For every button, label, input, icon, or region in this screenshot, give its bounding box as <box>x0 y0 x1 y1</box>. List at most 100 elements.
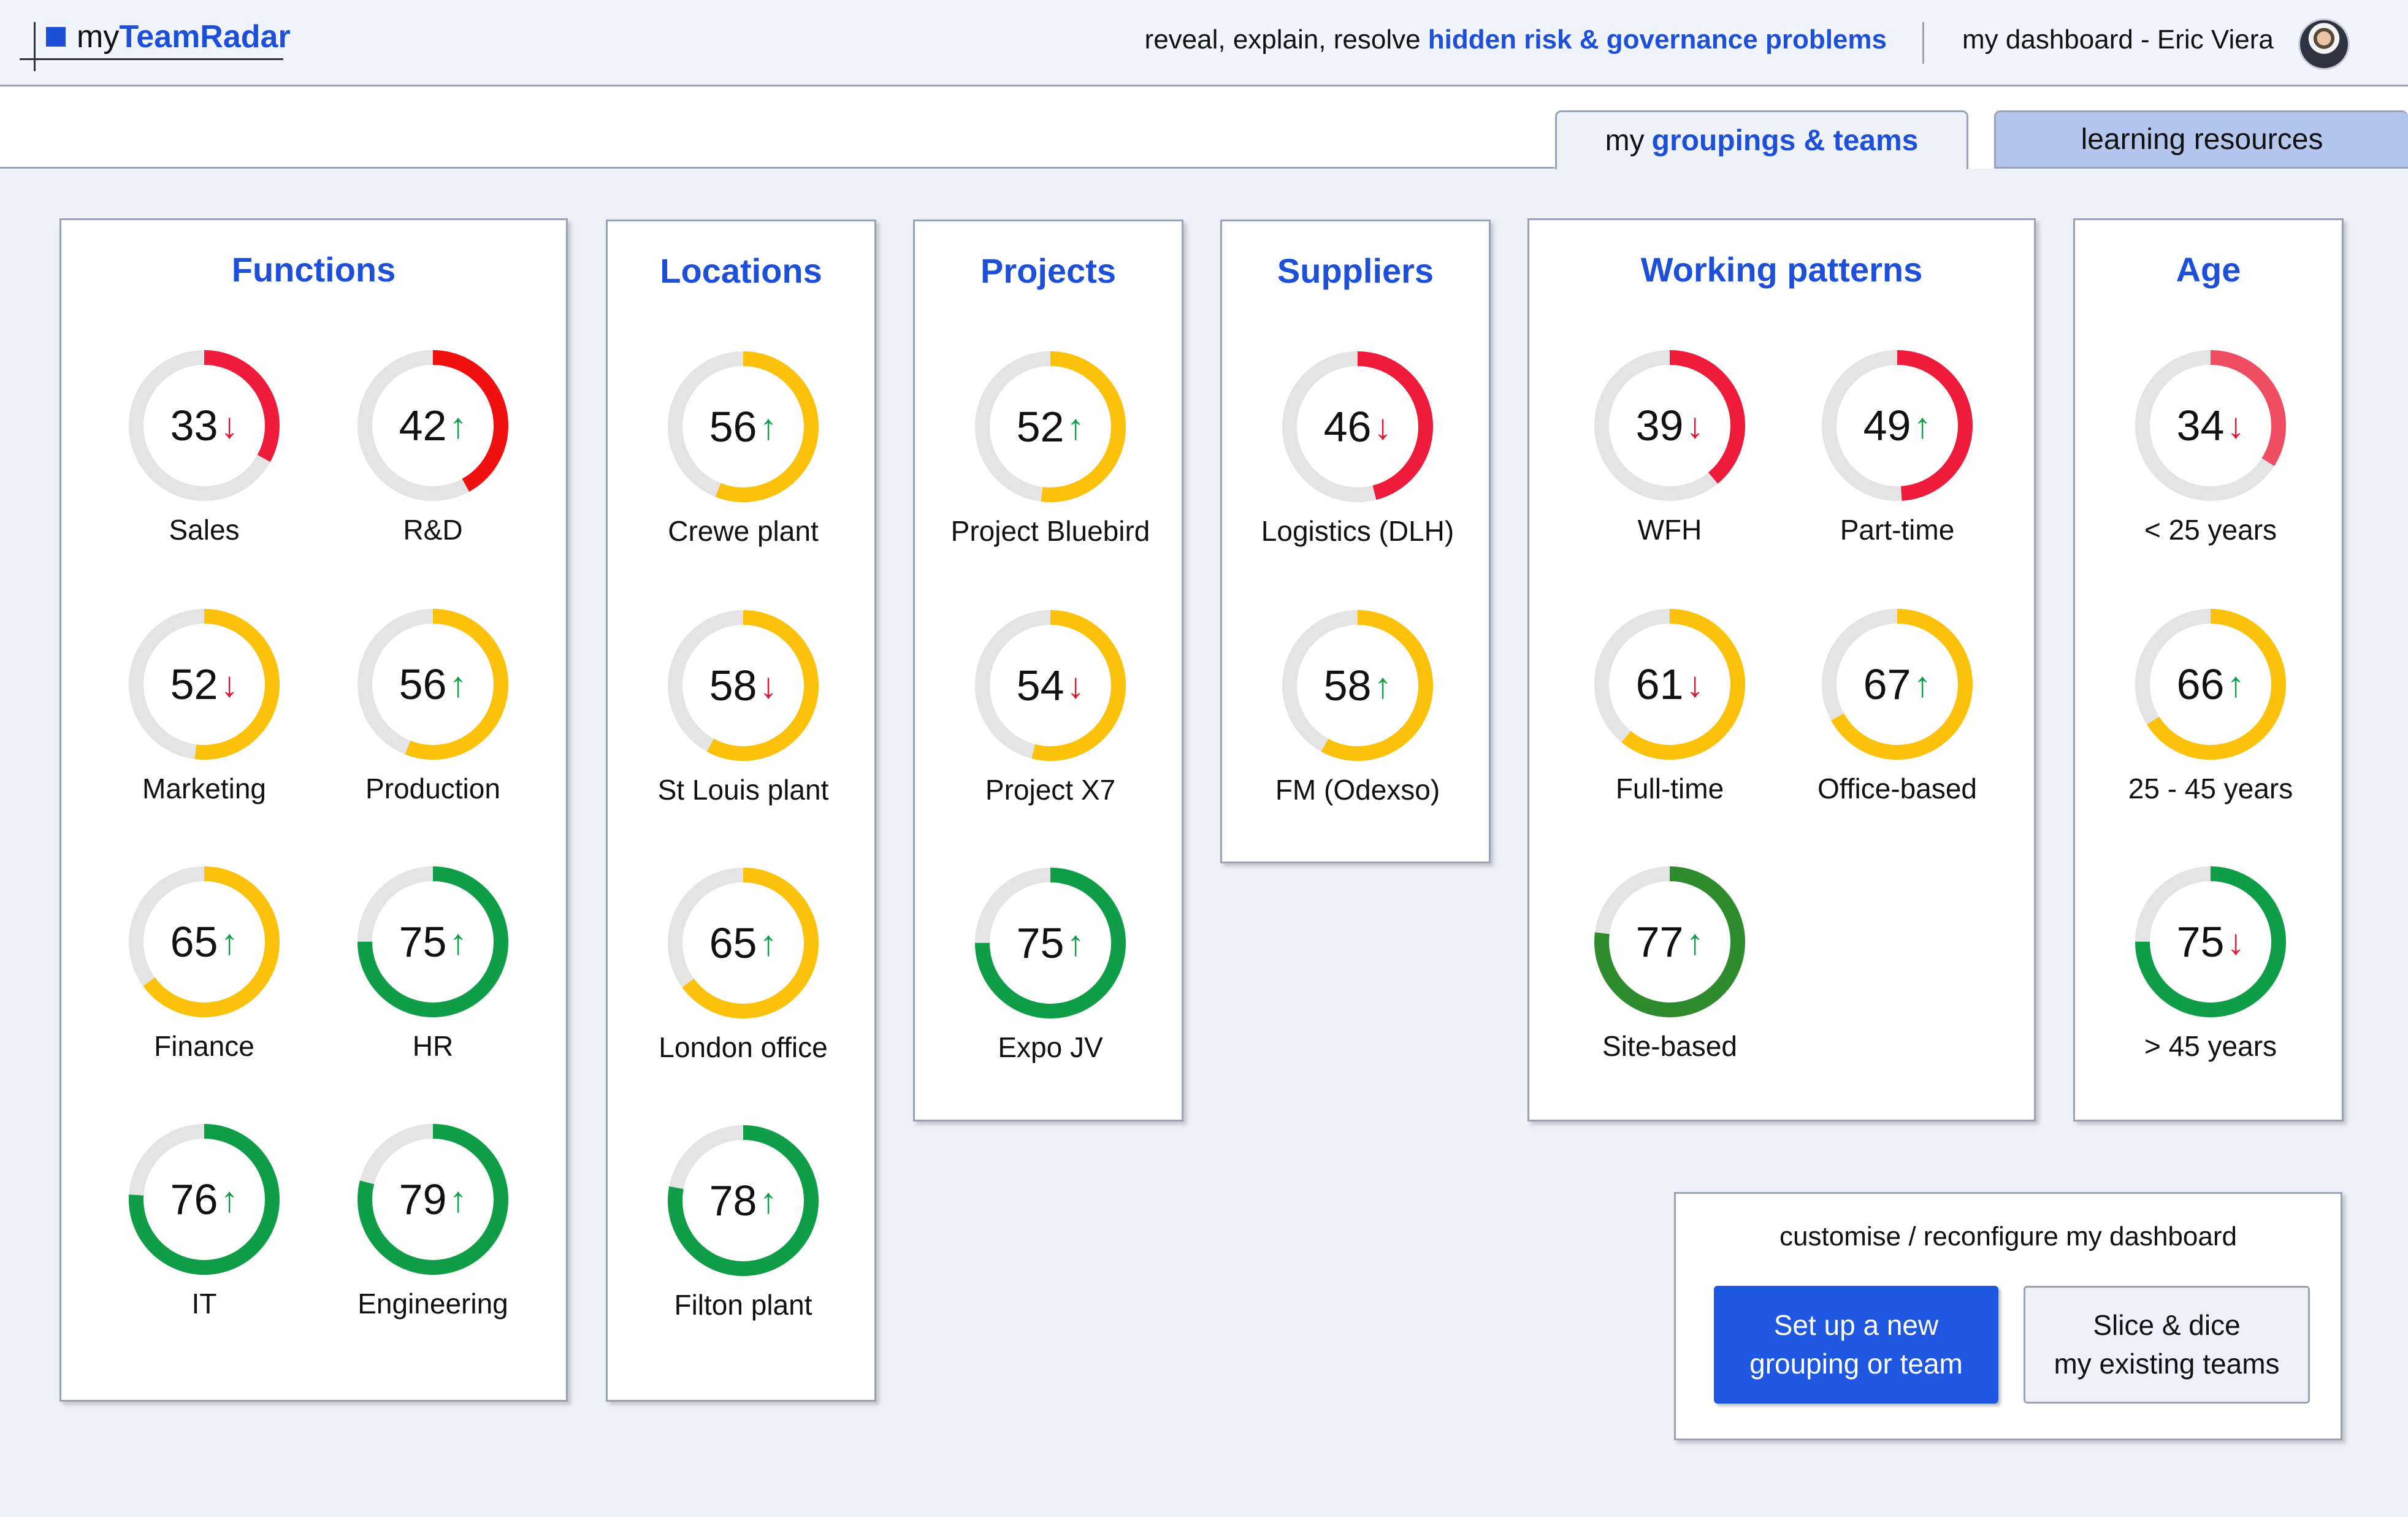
gauge-ring <box>668 1125 819 1276</box>
button-line: my existing teams <box>2054 1348 2280 1380</box>
score-gauge[interactable]: 67 ↑ Office-based <box>1805 608 1989 810</box>
score-gauge[interactable]: 75 ↑ Expo JV <box>958 866 1142 1069</box>
arrow-up-icon: ↑ <box>759 407 778 447</box>
score-gauge[interactable]: 75 ↓ > 45 years <box>2119 865 2303 1068</box>
gauge-ring <box>1282 351 1433 502</box>
gauge-label: Office-based <box>1817 773 1977 804</box>
panel-locations: Locations 56 ↑ Crewe plant 58 ↓ St Louis plan… <box>606 220 876 1402</box>
gauge-ring <box>1594 350 1745 501</box>
gauge-value: 39 ↓ <box>1593 349 1746 502</box>
gauge-ring <box>975 351 1126 502</box>
gauge-value: 75 ↑ <box>356 865 510 1018</box>
tagline: reveal, explain, resolve hidden risk & g… <box>1145 25 1887 55</box>
score-gauge[interactable]: 34 ↓ < 25 years <box>2119 349 2303 551</box>
setup-new-grouping-button[interactable]: Set up a new grouping or team <box>1714 1286 1998 1404</box>
gauge-number: 52 <box>170 660 218 708</box>
tab-bar-border <box>0 167 1554 169</box>
gauge-ring <box>357 1124 508 1275</box>
gauge-ring <box>668 351 819 502</box>
score-gauge[interactable]: 52 ↑ Project Bluebird <box>951 350 1150 552</box>
score-gauge[interactable]: 77 ↑ Site-based <box>1578 865 1762 1068</box>
gauge-label: Site-based <box>1602 1030 1737 1062</box>
score-gauge[interactable]: 56 ↑ Crewe plant <box>651 350 835 552</box>
score-gauge[interactable]: 46 ↓ Logistics (DLH) <box>1261 350 1454 552</box>
slice-and-dice-button[interactable]: Slice & dice my existing teams <box>2024 1286 2310 1404</box>
customise-panel: customise / reconfigure my dashboard Set… <box>1674 1192 2342 1440</box>
gauge-number: 34 <box>2176 402 2225 449</box>
gauge-arc <box>1282 351 1433 502</box>
panel-title: Locations <box>660 251 822 290</box>
gauge-number: 58 <box>1323 662 1372 709</box>
gauge-ring <box>668 610 819 761</box>
score-gauge[interactable]: 65 ↑ Finance <box>112 865 296 1068</box>
logo-frame-line <box>34 22 36 71</box>
tab-my-groupings-teams[interactable]: my groupings & teams <box>1555 110 1968 169</box>
score-gauge[interactable]: 78 ↑ Filton plant <box>651 1124 835 1326</box>
gauge-value: 75 ↓ <box>2134 865 2287 1018</box>
gauge-ring <box>129 609 280 760</box>
user-avatar[interactable] <box>2298 18 2350 70</box>
gauge-arc <box>129 350 280 501</box>
score-gauge[interactable]: 61 ↓ Full-time <box>1578 608 1762 810</box>
logo-prefix: my <box>77 19 120 55</box>
score-gauge[interactable]: 75 ↑ HR <box>341 865 525 1068</box>
gauge-arc <box>129 866 280 1017</box>
score-gauge[interactable]: 66 ↑ 25 - 45 years <box>2119 608 2303 810</box>
arrow-down-icon: ↓ <box>1686 405 1704 446</box>
gauge-arc <box>1594 866 1745 1017</box>
gauge-number: 65 <box>170 918 218 966</box>
gauge-number: 61 <box>1635 660 1684 708</box>
gauge-label: HR <box>412 1030 454 1062</box>
score-gauge[interactable]: 52 ↓ Marketing <box>112 608 296 810</box>
score-gauge[interactable]: 65 ↑ London office <box>651 866 835 1069</box>
gauge-value: 58 ↑ <box>1281 609 1434 762</box>
score-gauge[interactable]: 58 ↑ FM (Odexso) <box>1266 609 1450 811</box>
score-gauge[interactable]: 58 ↓ St Louis plant <box>651 609 835 811</box>
gauge-value: 52 ↓ <box>128 608 281 761</box>
gauge-label: London office <box>659 1031 828 1063</box>
gauge-label: < 25 years <box>2144 514 2277 546</box>
score-gauge[interactable]: 76 ↑ IT <box>112 1123 296 1325</box>
arrow-up-icon: ↑ <box>220 922 239 962</box>
gauge-number: 75 <box>399 918 447 966</box>
arrow-up-icon: ↑ <box>1066 407 1085 447</box>
gauge-label: 25 - 45 years <box>2128 773 2293 804</box>
gauge-label: Finance <box>154 1030 254 1062</box>
panel-title: Working patterns <box>1640 250 1923 289</box>
gauge-number: 77 <box>1635 918 1684 966</box>
score-gauge[interactable]: 56 ↑ Production <box>341 608 525 810</box>
user-dashboard-label[interactable]: my dashboard - Eric Viera <box>1962 25 2274 55</box>
gauge-ring <box>357 350 508 501</box>
score-gauge[interactable]: 33 ↓ Sales <box>112 349 296 551</box>
gauge-value: 34 ↓ <box>2134 349 2287 502</box>
gauge-arc <box>668 868 819 1018</box>
gauge-arc <box>357 609 508 760</box>
score-gauge[interactable]: 42 ↑ R&D <box>341 349 525 551</box>
gauge-value: 78 ↑ <box>667 1124 820 1277</box>
arrow-up-icon: ↑ <box>220 1179 239 1220</box>
score-gauge[interactable]: 79 ↑ Engineering <box>341 1123 525 1325</box>
gauge-label: Sales <box>169 514 240 546</box>
gauge-arc <box>357 350 508 501</box>
app-logo[interactable]: myTeamRadar <box>77 18 291 55</box>
gauge-value: 46 ↓ <box>1281 350 1434 503</box>
score-gauge[interactable]: 49 ↑ Part-time <box>1805 349 1989 551</box>
logo-brand: TeamRadar <box>119 19 291 55</box>
score-gauge[interactable]: 39 ↓ WFH <box>1578 349 1762 551</box>
gauge-value: 58 ↓ <box>667 609 820 762</box>
score-gauge[interactable]: 54 ↓ Project X7 <box>958 609 1142 811</box>
gauge-ring <box>1822 609 1973 760</box>
gauge-label: Filton plant <box>674 1289 812 1321</box>
arrow-down-icon: ↓ <box>1686 664 1704 705</box>
gauge-label: St Louis plant <box>657 774 829 806</box>
arrow-up-icon: ↑ <box>449 922 467 962</box>
tab-bar-border <box>1994 167 2408 169</box>
gauge-value: 61 ↓ <box>1593 608 1746 761</box>
tab-learning-resources[interactable]: learning resources <box>1994 110 2408 167</box>
gauge-number: 65 <box>709 919 757 967</box>
gauge-label: > 45 years <box>2144 1030 2277 1062</box>
gauge-number: 42 <box>399 402 447 449</box>
gauge-ring <box>668 868 819 1018</box>
arrow-up-icon: ↑ <box>1686 922 1704 962</box>
tab-label-prefix: my <box>1605 124 1645 157</box>
